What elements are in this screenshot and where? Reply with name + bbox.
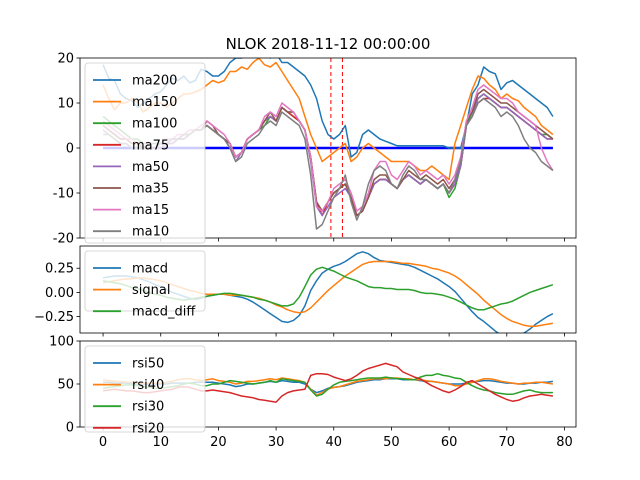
legend-label: ma100: [132, 117, 177, 132]
legend-label: ma10: [132, 225, 169, 240]
y-tick-label: 0.25: [45, 262, 74, 277]
y-tick-label: 100: [49, 335, 74, 350]
legend-label: rsi40: [132, 378, 164, 393]
legend-label: rsi50: [132, 357, 164, 372]
x-tick-label: 80: [556, 435, 573, 450]
legend-label: signal: [132, 283, 170, 298]
legend-box: [84, 345, 206, 433]
legend-label: ma35: [132, 182, 169, 197]
legend-box: [84, 62, 206, 244]
legend-label: ma15: [132, 203, 169, 218]
legend-label: ma50: [132, 160, 169, 175]
y-tick-label: 10: [57, 97, 74, 112]
x-tick-label: 40: [325, 435, 342, 450]
legend-label: ma200: [132, 74, 177, 89]
y-tick-label: 20: [57, 52, 74, 67]
legend-box: [84, 250, 206, 312]
legend-label: rsi20: [132, 421, 164, 436]
x-tick-label: 0: [99, 435, 107, 450]
x-tick-label: 60: [441, 435, 458, 450]
legend-label: macd_diff: [132, 305, 196, 320]
chart-title: NLOK 2018-11-12 00:00:00: [226, 35, 431, 53]
y-tick-label: -20: [53, 232, 74, 247]
legend: rsi50 rsi40 rsi30 rsi20: [84, 345, 206, 436]
chart-panels: -20-1001020ma200ma150ma100ma75ma50ma35ma…: [34, 52, 577, 450]
legend: ma200 ma150 ma100 ma75 ma50 ma35 ma15 ma10: [84, 62, 206, 244]
x-tick-label: 10: [152, 435, 169, 450]
y-tick-label: 0: [66, 421, 74, 436]
x-tick-label: 30: [268, 435, 285, 450]
panel-ma: -20-1001020ma200ma150ma100ma75ma50ma35ma…: [53, 52, 577, 247]
y-tick-label: 0.00: [45, 286, 74, 301]
x-tick-label: 50: [383, 435, 400, 450]
y-tick-label: −0.25: [34, 310, 74, 325]
y-tick-label: 0: [66, 142, 74, 157]
x-tick-label: 70: [499, 435, 516, 450]
panel-macd: −0.25 0.00 0.25 macd signal macd_diff: [34, 245, 577, 337]
plot-frame: [79, 245, 577, 334]
legend-label: macd: [132, 262, 168, 277]
legend-label: rsi30: [132, 400, 164, 415]
legend: macd signal macd_diff: [84, 250, 206, 320]
x-tick-label: 20: [210, 435, 227, 450]
y-tick-label: -10: [53, 187, 74, 202]
legend-label: ma150: [132, 95, 177, 110]
legend-label: ma75: [132, 138, 169, 153]
y-tick-label: 50: [57, 378, 74, 393]
